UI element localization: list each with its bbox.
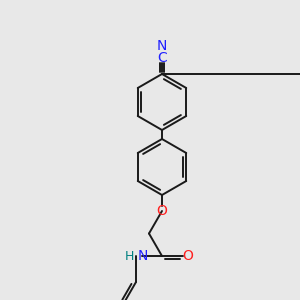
Text: O: O bbox=[157, 204, 167, 218]
Text: N: N bbox=[157, 39, 167, 53]
Text: C: C bbox=[157, 51, 167, 65]
Text: N: N bbox=[138, 249, 148, 263]
Text: O: O bbox=[183, 249, 194, 263]
Text: H: H bbox=[124, 250, 134, 262]
